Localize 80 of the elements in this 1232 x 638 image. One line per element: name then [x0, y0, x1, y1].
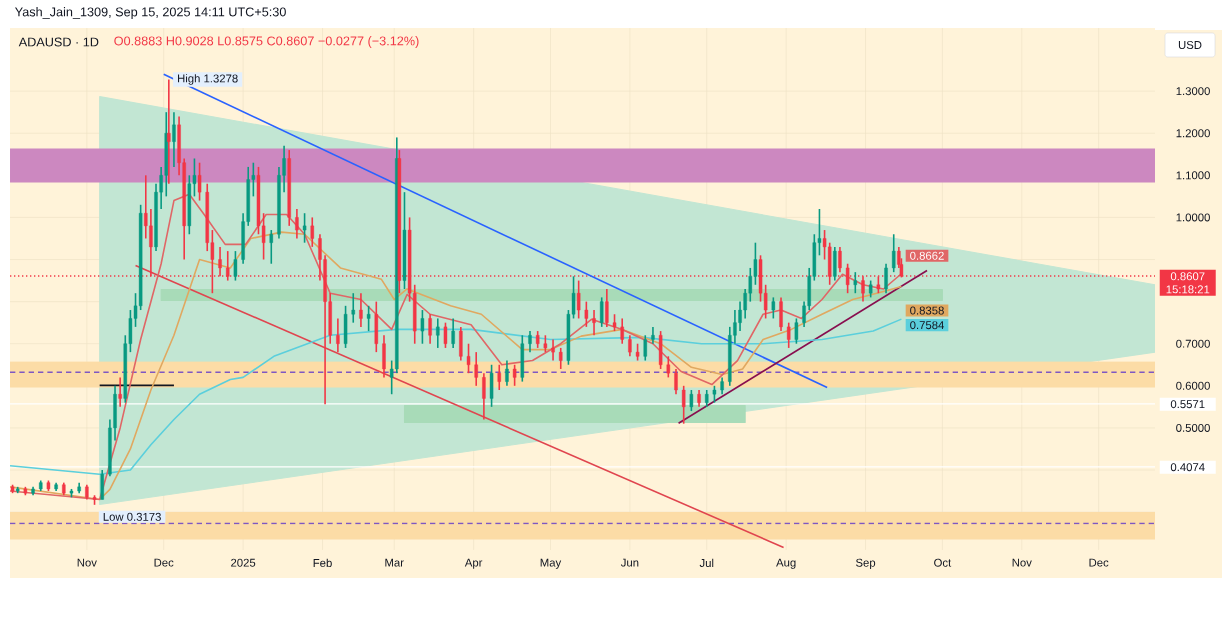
- candlestick: [853, 271, 858, 294]
- candlestick: [794, 317, 799, 345]
- ref-line-label: 0.5571: [1170, 400, 1205, 409]
- candlestick: [599, 296, 604, 328]
- candlestick: [620, 317, 624, 345]
- candlestick: [771, 296, 776, 320]
- candlestick: [674, 368, 678, 396]
- text: ADAUSD · 1D: [18, 37, 99, 47]
- candlestick: [466, 342, 471, 374]
- candlestick: [584, 300, 589, 328]
- candlestick: [497, 363, 501, 391]
- candlestick: [605, 288, 609, 328]
- candlestick: [167, 78, 171, 185]
- y-tick-label: 1.0000: [1176, 213, 1210, 222]
- candlestick: [428, 313, 432, 345]
- candlestick: [366, 305, 371, 332]
- candlestick: [838, 246, 842, 273]
- y-tick-label: 1.1000: [1176, 171, 1210, 180]
- candlestick: [643, 334, 647, 362]
- x-tick-label: Dec: [154, 558, 174, 567]
- y-axis-title: USD: [1178, 40, 1202, 49]
- line-series: [10, 318, 903, 476]
- x-tick-label: 2025: [231, 558, 256, 567]
- candlestick: [482, 372, 486, 421]
- ref-line-label: 0.4074: [1170, 463, 1205, 472]
- candlestick: [172, 111, 176, 168]
- candlestick: [351, 292, 355, 324]
- candlestick: [233, 250, 238, 282]
- x-tick-label: Nov: [77, 558, 97, 567]
- candlestick: [420, 309, 425, 345]
- candlestick: [689, 389, 694, 412]
- text: O0.8883 H0.9028 L0.8575 C0.8607 −0.0277 (−3.12%): [114, 36, 419, 48]
- candlestick: [512, 363, 517, 387]
- x-tick-label: Aug: [776, 558, 796, 569]
- ref-line-label: 0.8607 15:18:21: [1166, 272, 1210, 294]
- candlestick: [551, 338, 555, 362]
- x-tick-label: Nov: [1012, 558, 1032, 567]
- x-tick-label: Jun: [620, 558, 639, 567]
- text: Yash_Jain_1309, Sep 15, 2025 14:11 UTC+5:30: [14, 7, 286, 19]
- y-tick-label: 1.3000: [1176, 87, 1210, 96]
- candlestick: [559, 347, 563, 370]
- candlestick: [310, 216, 315, 248]
- candlestick: [302, 212, 307, 244]
- candlestick: [359, 292, 363, 328]
- candlestick: [505, 359, 509, 387]
- y-tick-label: 0.6000: [1176, 381, 1210, 390]
- x-tick-label: Sep: [855, 558, 876, 569]
- candlestick: [436, 317, 440, 349]
- candlestick: [269, 229, 274, 265]
- candlestick: [576, 279, 581, 320]
- x-tick-label: Apr: [464, 558, 483, 569]
- x-tick-label: Dec: [1089, 558, 1109, 567]
- x-tick-label: Oct: [934, 558, 952, 567]
- y-tick-label: 0.5000: [1176, 423, 1210, 432]
- annotation: 0.7584: [910, 321, 945, 330]
- candlestick: [786, 321, 791, 349]
- y-tick-label: 0.7000: [1176, 339, 1210, 348]
- annotation: 0.8358: [910, 306, 944, 315]
- candlestick: [528, 330, 532, 353]
- annotation: 0.8662: [910, 251, 944, 260]
- candlestick: [666, 355, 671, 379]
- candlestick: [118, 376, 122, 408]
- x-tick-label: Feb: [313, 558, 332, 568]
- y-tick-label: 1.2000: [1176, 129, 1210, 138]
- candlestick: [474, 351, 478, 387]
- candlestick: [295, 208, 299, 240]
- candlestick: [451, 317, 455, 349]
- candlestick: [592, 309, 596, 337]
- candlestick: [891, 233, 896, 273]
- candlestick: [443, 321, 448, 349]
- candlestick: [884, 262, 888, 294]
- x-tick-label: May: [540, 558, 562, 569]
- annotation: Low 0.3173: [103, 512, 161, 521]
- candlestick: [628, 334, 632, 358]
- candlestick: [197, 161, 202, 202]
- annotation: High 1.3278: [178, 74, 238, 85]
- candlestick: [336, 317, 340, 353]
- x-tick-label: Mar: [385, 558, 404, 567]
- candlestick: [681, 385, 686, 425]
- x-tick-label: Jul: [699, 558, 714, 568]
